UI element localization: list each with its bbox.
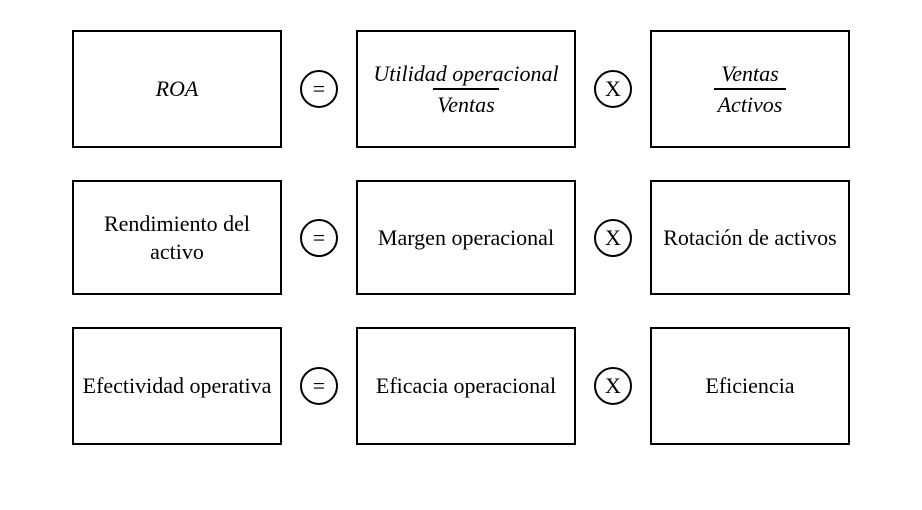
- times-operator: X: [594, 367, 632, 405]
- box-eficacia-operacional: Eficacia operacional: [356, 327, 576, 445]
- box-label: Rotación de activos: [660, 224, 840, 252]
- fraction: Utilidad operacional Ventas: [366, 61, 566, 118]
- times-operator: X: [594, 70, 632, 108]
- box-label: Margen operacional: [366, 224, 566, 252]
- box-ventas-activos: Ventas Activos: [650, 30, 850, 148]
- box-rendimiento-activo: Rendimiento del activo: [72, 180, 282, 295]
- fraction-numerator: Ventas: [717, 61, 782, 88]
- box-label: Rendimiento del activo: [82, 210, 272, 265]
- equals-operator: =: [300, 367, 338, 405]
- box-label: Efectividad operativa: [82, 372, 272, 400]
- box-roa: ROA: [72, 30, 282, 148]
- fraction-denominator: Activos: [714, 88, 787, 117]
- box-label: Eficiencia: [660, 372, 840, 400]
- box-utilidad-operacional-ventas: Utilidad operacional Ventas: [356, 30, 576, 148]
- box-label: Eficacia operacional: [366, 372, 566, 400]
- box-eficiencia: Eficiencia: [650, 327, 850, 445]
- formula-row-1: ROA = Utilidad operacional Ventas X Vent…: [40, 30, 882, 148]
- formula-row-2: Rendimiento del activo = Margen operacio…: [40, 180, 882, 295]
- equals-operator: =: [300, 70, 338, 108]
- box-label: ROA: [82, 75, 272, 103]
- box-rotacion-activos: Rotación de activos: [650, 180, 850, 295]
- fraction-denominator: Ventas: [433, 88, 498, 117]
- fraction: Ventas Activos: [660, 61, 840, 118]
- formula-row-3: Efectividad operativa = Eficacia operaci…: [40, 327, 882, 445]
- equals-operator: =: [300, 219, 338, 257]
- fraction-numerator: Utilidad operacional: [369, 61, 562, 88]
- times-operator: X: [594, 219, 632, 257]
- box-efectividad-operativa: Efectividad operativa: [72, 327, 282, 445]
- box-margen-operacional: Margen operacional: [356, 180, 576, 295]
